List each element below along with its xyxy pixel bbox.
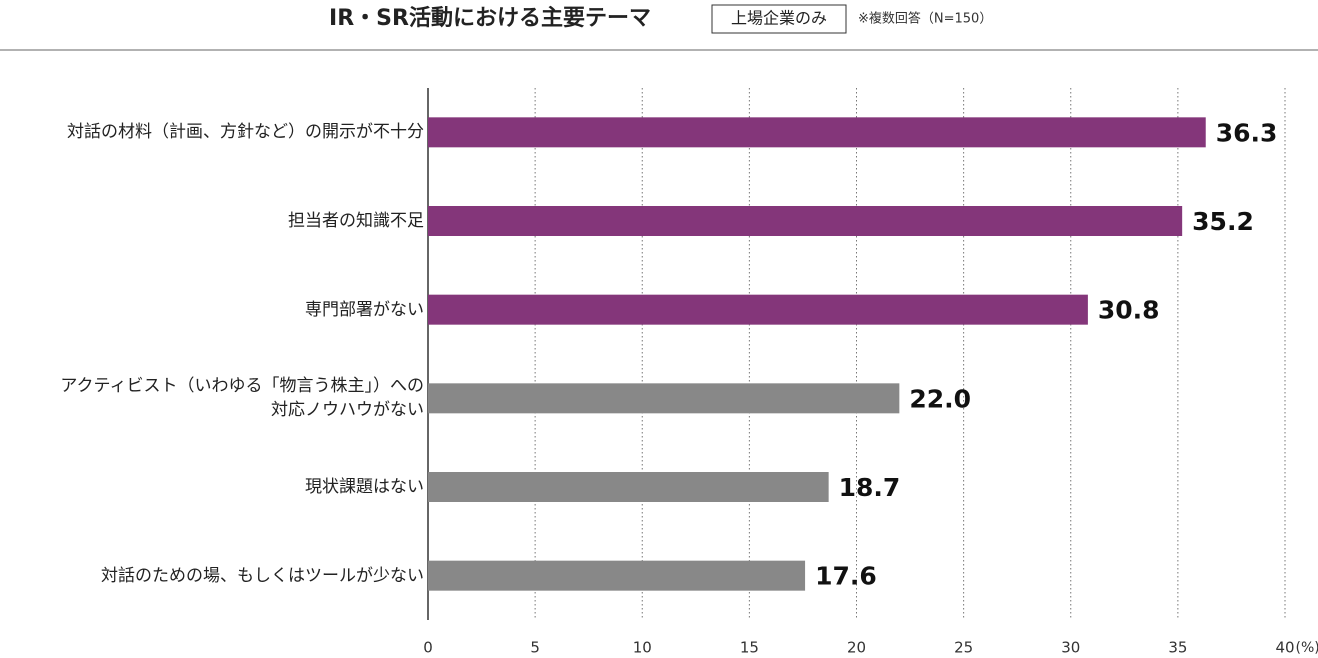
value-label: 30.8 (1098, 296, 1160, 325)
category-label: アクティビスト（いわゆる「物言う株主」）への 対応ノウハウがない (60, 376, 424, 421)
x-tick-label: 20 (847, 639, 866, 657)
value-label: 22.0 (909, 384, 971, 413)
value-label: 18.7 (839, 473, 901, 502)
value-label: 17.6 (815, 562, 877, 591)
bar (428, 206, 1183, 236)
category-label: 現状課題はない (305, 477, 424, 497)
value-label: 36.3 (1216, 118, 1278, 147)
category-label: 担当者の知識不足 (288, 211, 424, 231)
x-tick-label: 5 (530, 639, 540, 657)
x-tick-label: 40 (1275, 639, 1294, 657)
x-unit: (%) (1296, 640, 1318, 656)
category-label: 対話の材料（計画、方針など）の開示が不十分 (67, 122, 424, 143)
x-tick-label: 30 (1061, 639, 1080, 657)
x-tick-label: 35 (1168, 639, 1187, 657)
x-tick-label: 10 (633, 639, 652, 657)
chart-title: IR・SR活動における主要テーマ (329, 6, 651, 31)
x-tick-label: 25 (954, 639, 973, 657)
bar (428, 383, 900, 414)
bar (428, 294, 1088, 325)
bar (428, 472, 829, 502)
x-tick-label: 0 (423, 639, 433, 657)
x-tick-label: 15 (740, 639, 759, 657)
category-label: 専門部署がない (305, 299, 424, 320)
value-label: 35.2 (1192, 207, 1254, 236)
badge-box (711, 4, 847, 34)
bar (428, 560, 806, 591)
category-label: 対話のための場、もしくはツールが少ない (101, 565, 424, 586)
note: ※複数回答（N=150） (858, 11, 992, 27)
bar (428, 117, 1206, 148)
badge: 上場企業のみ (731, 9, 827, 28)
